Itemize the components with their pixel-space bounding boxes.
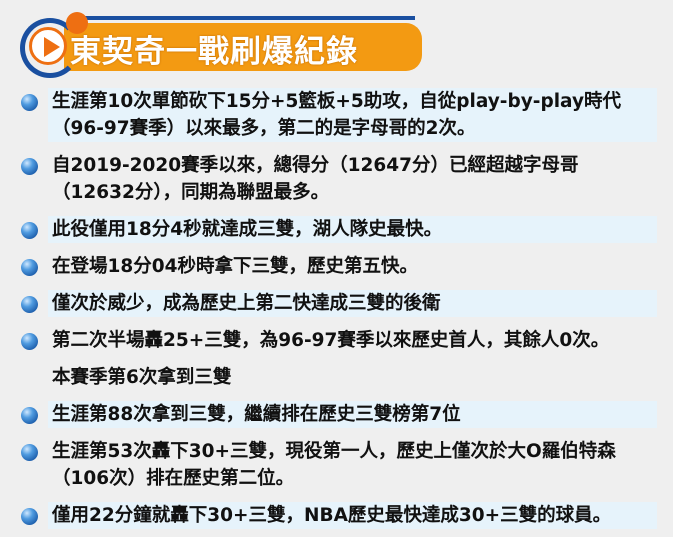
ring-decoration bbox=[20, 18, 80, 78]
section-header: 東契奇一戰刷爆紀錄 bbox=[18, 12, 422, 78]
header-line bbox=[80, 16, 415, 20]
item-text: 本賽季第6次拿到三雙 bbox=[52, 367, 232, 388]
item-text: 生涯第53次轟下30+三雙，現役第一人，歷史上僅次於大O羅伯特森（106次）排在… bbox=[52, 441, 616, 489]
item-text: 僅用22分鐘就轟下30+三雙，NBA歷史最快達成30+三雙的球員。 bbox=[48, 502, 657, 529]
dot-decoration bbox=[66, 12, 88, 34]
item-text: 生涯第88次拿到三雙，繼續排在歷史三雙榜第7位 bbox=[48, 401, 657, 428]
bullet-icon bbox=[21, 407, 38, 424]
bullet-icon bbox=[21, 333, 38, 350]
page-title: 東契奇一戰刷爆紀錄 bbox=[70, 34, 358, 70]
record-list: 生涯第10次單節砍下15分+5籃板+5助攻，自從play-by-play時代（9… bbox=[18, 86, 663, 537]
list-item: 在登場18分04秒時拿下三雙，歷史第五快。 bbox=[18, 251, 663, 283]
list-item: 生涯第88次拿到三雙，繼續排在歷史三雙榜第7位 bbox=[18, 399, 663, 431]
play-icon bbox=[29, 27, 67, 65]
item-text: 自2019-2020賽季以來，總得分（12647分）已經超越字母哥（12632分… bbox=[52, 155, 579, 203]
list-item: 僅用22分鐘就轟下30+三雙，NBA歷史最快達成30+三雙的球員。 bbox=[18, 500, 663, 532]
bullet-icon bbox=[21, 444, 38, 461]
bullet-icon bbox=[21, 158, 38, 175]
item-text: 生涯第10次單節砍下15分+5籃板+5助攻，自從play-by-play時代（9… bbox=[48, 88, 657, 142]
bullet-icon bbox=[21, 296, 38, 313]
list-item: 生涯第53次轟下30+三雙，現役第一人，歷史上僅次於大O羅伯特森（106次）排在… bbox=[18, 436, 663, 495]
bullet-icon bbox=[21, 222, 38, 239]
item-text: 此役僅用18分4秒就達成三雙，湖人隊史最快。 bbox=[48, 216, 657, 243]
bullet-icon bbox=[21, 508, 38, 525]
list-item: 自2019-2020賽季以來，總得分（12647分）已經超越字母哥（12632分… bbox=[18, 150, 663, 209]
item-text: 僅次於威少，成為歷史上第二快達成三雙的後衛 bbox=[48, 290, 657, 317]
list-item: 第二次半場轟25+三雙，為96-97賽季以來歷史首人，其餘人0次。 bbox=[18, 325, 663, 357]
item-text: 第二次半場轟25+三雙，為96-97賽季以來歷史首人，其餘人0次。 bbox=[52, 330, 610, 351]
bullet-icon bbox=[21, 94, 38, 111]
list-item: 生涯第10次單節砍下15分+5籃板+5助攻，自從play-by-play時代（9… bbox=[18, 86, 663, 145]
list-item: 此役僅用18分4秒就達成三雙，湖人隊史最快。 bbox=[18, 214, 663, 246]
list-item: 本賽季第6次拿到三雙 bbox=[18, 362, 663, 394]
bullet-icon bbox=[21, 259, 38, 276]
list-item: 僅次於威少，成為歷史上第二快達成三雙的後衛 bbox=[18, 288, 663, 320]
header-bar bbox=[64, 23, 422, 71]
item-text: 在登場18分04秒時拿下三雙，歷史第五快。 bbox=[52, 256, 418, 277]
